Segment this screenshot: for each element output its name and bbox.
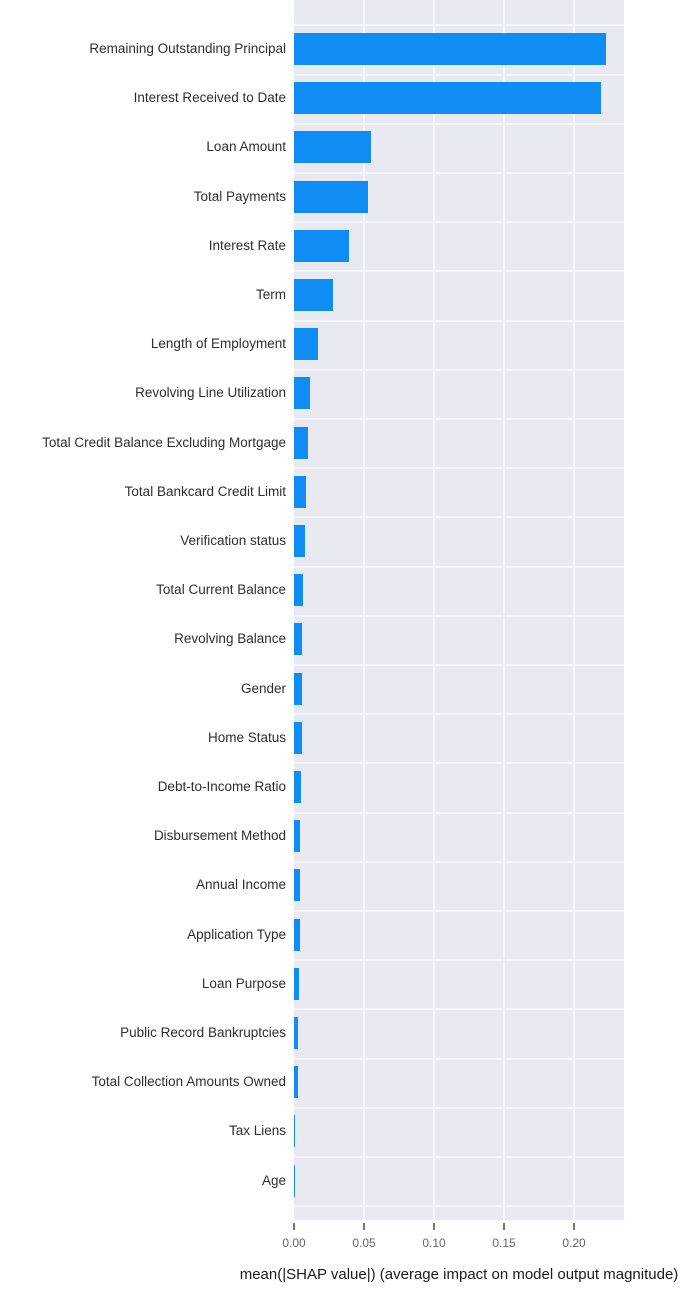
- feature-label: Total Current Balance: [156, 582, 286, 598]
- feature-label: Loan Purpose: [201, 975, 286, 991]
- horizontal-gridline: [294, 860, 624, 863]
- feature-label: Revolving Balance: [174, 631, 286, 647]
- x-tick-label: 0.20: [562, 1236, 586, 1250]
- feature-label: Public Record Bankruptcies: [120, 1025, 286, 1040]
- shap-bar: [294, 1066, 298, 1099]
- horizontal-gridline: [294, 910, 624, 912]
- feature-label: Revolving Line Utilization: [135, 385, 286, 401]
- shap-bar: [294, 377, 311, 410]
- feature-label: Total Bankcard Credit Limit: [124, 483, 286, 499]
- x-tick-mark: [573, 1223, 575, 1230]
- shap-bar: [294, 574, 304, 607]
- horizontal-gridline: [294, 24, 624, 27]
- vertical-gridline: [573, 0, 575, 1220]
- shap-bar: [294, 869, 300, 902]
- horizontal-gridline: [294, 122, 624, 125]
- feature-label: Annual Income: [195, 877, 286, 893]
- shap-bar: [294, 279, 334, 311]
- shap-bar: [294, 820, 301, 853]
- shap-bar: [294, 721, 302, 754]
- shap-bar: [294, 967, 299, 1000]
- horizontal-gridline: [294, 1106, 624, 1109]
- horizontal-gridline: [294, 1057, 624, 1060]
- shap-bar: [294, 672, 302, 705]
- x-tick-label: 0.05: [352, 1236, 376, 1250]
- x-tick-mark: [293, 1223, 295, 1230]
- horizontal-gridline: [294, 516, 624, 519]
- shap-bar: [294, 918, 300, 951]
- horizontal-gridline: [294, 664, 624, 666]
- x-tick-mark: [363, 1223, 365, 1230]
- shap-bar: [294, 1115, 295, 1148]
- feature-label: Application Type: [187, 926, 286, 942]
- horizontal-gridline: [294, 959, 624, 962]
- x-tick-mark: [433, 1223, 435, 1230]
- feature-label: Debt-to-Income Ratio: [157, 779, 286, 794]
- shap-bar: [294, 82, 601, 115]
- feature-label: Verification status: [180, 533, 286, 548]
- horizontal-gridline: [294, 418, 624, 420]
- horizontal-gridline: [294, 1008, 624, 1011]
- vertical-gridline: [433, 0, 435, 1220]
- horizontal-gridline: [294, 319, 624, 322]
- feature-label: Age: [261, 1172, 286, 1188]
- horizontal-gridline: [294, 467, 624, 470]
- shap-bar: [294, 131, 371, 164]
- vertical-gridline: [363, 0, 365, 1220]
- x-tick-label: 0.00: [282, 1236, 306, 1250]
- horizontal-gridline: [294, 1156, 624, 1158]
- shap-bar: [294, 475, 307, 508]
- horizontal-gridline: [294, 73, 624, 76]
- horizontal-gridline: [294, 614, 624, 617]
- shap-bar: [294, 33, 607, 65]
- shap-bar: [294, 623, 303, 656]
- horizontal-gridline: [294, 565, 624, 568]
- shap-bar: [294, 426, 308, 459]
- x-tick-label: 0.15: [492, 1236, 516, 1250]
- horizontal-gridline: [294, 762, 624, 765]
- shap-bar: [294, 180, 369, 213]
- feature-label: Interest Rate: [208, 237, 286, 253]
- horizontal-gridline: [294, 270, 624, 273]
- shap-bar: [294, 229, 349, 262]
- shap-bar: [294, 328, 318, 361]
- horizontal-gridline: [294, 368, 624, 371]
- feature-label: Total Credit Balance Excluding Mortgage: [42, 434, 286, 450]
- horizontal-gridline: [294, 713, 624, 716]
- horizontal-gridline: [294, 172, 624, 174]
- x-tick-label: 0.10: [422, 1236, 446, 1250]
- feature-label: Total Payments: [193, 188, 286, 204]
- feature-label: Total Collection Amounts Owned: [91, 1074, 286, 1090]
- plot-area: [294, 0, 624, 1220]
- horizontal-gridline: [294, 1205, 624, 1208]
- x-axis-label: mean(|SHAP value|) (average impact on mo…: [239, 1266, 679, 1283]
- feature-label: Home Status: [207, 729, 286, 745]
- feature-label: Tax Liens: [228, 1123, 286, 1139]
- x-tick-mark: [503, 1223, 505, 1230]
- vertical-gridline: [503, 0, 505, 1220]
- feature-label: Gender: [240, 680, 286, 696]
- feature-label: Loan Amount: [206, 139, 286, 155]
- shap-bar: [294, 771, 301, 803]
- feature-label: Disbursement Method: [153, 828, 286, 844]
- feature-label: Remaining Outstanding Principal: [89, 41, 286, 56]
- feature-label: Term: [256, 287, 286, 302]
- shap-bar: [294, 525, 305, 557]
- horizontal-gridline: [294, 221, 624, 224]
- shap-bar: [294, 1017, 299, 1049]
- horizontal-gridline: [294, 811, 624, 814]
- feature-label: Interest Received to Date: [133, 90, 286, 106]
- feature-label: Length of Employment: [150, 336, 286, 352]
